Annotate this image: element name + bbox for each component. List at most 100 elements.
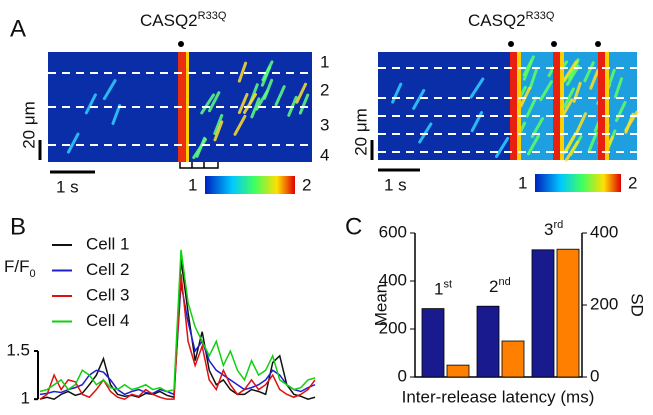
colorbar-label: 1: [518, 173, 527, 192]
bar: [421, 308, 445, 378]
heatmap-streak: [539, 80, 554, 102]
heatmap-streak: [237, 93, 249, 115]
trace: [39, 249, 316, 393]
colorbar-label: 2: [628, 173, 637, 192]
y-tick-label: 1: [21, 389, 30, 408]
heatmap-streak: [213, 113, 224, 135]
heatmap-streak: [84, 93, 97, 115]
heatmap-streak: [243, 92, 258, 114]
heatmap-streak: [233, 114, 247, 136]
heatmap-streak: [575, 112, 588, 134]
y2-tick-label: 0: [590, 366, 599, 385]
trace: [39, 273, 316, 400]
latency-bracket: [179, 162, 219, 169]
line-label: 4: [320, 145, 329, 164]
category-label: 1st: [434, 279, 452, 300]
colorbar-label: 2: [302, 175, 311, 194]
heatmap-streak: [563, 132, 577, 154]
heatmap-streak: [562, 60, 578, 82]
stim-dot: [595, 41, 601, 47]
y-tick-label: 600: [379, 222, 407, 241]
stim-dot: [551, 41, 557, 47]
heatmap-streak: [391, 82, 403, 104]
heatmap-streak: [624, 112, 635, 134]
heatmap-streak: [213, 120, 224, 142]
category-label-text: 2: [489, 278, 498, 297]
scale-label: 1 s: [384, 175, 407, 194]
stim-dot: [508, 41, 514, 47]
release-band: [186, 52, 189, 162]
heatmap-streak: [208, 91, 221, 113]
heatmap-streak: [495, 136, 510, 158]
release-band: [598, 52, 605, 160]
colorbar-label: 1: [188, 175, 197, 194]
heatmap-streak: [250, 97, 261, 119]
heatmap-streak: [111, 103, 122, 125]
heatmap-streak: [564, 140, 580, 162]
y-axis-label: Mean: [371, 284, 390, 327]
y-axis-label-sub: 0: [30, 268, 36, 280]
heatmap-streak: [528, 68, 538, 90]
heatmap-streak: [237, 61, 248, 83]
heatmap-streak: [587, 131, 598, 153]
x-axis-label: Inter-release latency (ms): [402, 387, 595, 406]
heatmap-streak: [614, 101, 627, 123]
release-band: [560, 52, 564, 160]
legend-label: Cell 3: [86, 285, 129, 304]
category-label-text: 3: [544, 221, 553, 240]
heatmap-streak: [66, 132, 80, 154]
heatmap-streak: [583, 61, 595, 83]
panel-label: A: [10, 15, 26, 42]
linescan-images: [48, 52, 639, 162]
bar: [476, 305, 500, 378]
y2-tick-label: 400: [590, 222, 618, 241]
colorbar: [205, 176, 295, 194]
line-label: 1: [320, 52, 329, 71]
panel-title: CASQ2R33Q: [140, 10, 227, 31]
heatmap-streak: [200, 93, 216, 115]
line-label: 3: [320, 115, 329, 134]
heatmap-streak: [562, 87, 575, 109]
bar: [501, 340, 525, 378]
scale-label: 20 μm: [351, 108, 370, 156]
y-tick-label: 200: [379, 318, 407, 337]
legend-label: Cell 4: [86, 311, 129, 330]
heatmap-streak: [526, 134, 540, 156]
line-markers: [48, 67, 637, 153]
category-label-sup: rd: [553, 219, 563, 231]
scale-label: 20 μm: [19, 101, 38, 149]
release-band: [553, 52, 560, 160]
y-tick-label: 0: [398, 366, 407, 385]
y-tick-label: 400: [379, 270, 407, 289]
release-band: [605, 52, 609, 160]
scale-label: 1 s: [56, 177, 79, 196]
legend-label: Cell 2: [86, 260, 129, 279]
legend-label: Cell 1: [86, 234, 129, 253]
heatmap-streak: [274, 85, 286, 107]
release-band: [510, 52, 517, 160]
category-label: 3rd: [544, 219, 563, 240]
category-label: 2nd: [489, 276, 511, 297]
heatmap-streak: [418, 122, 433, 144]
y2-tick-label: 200: [590, 294, 618, 313]
heatmap-streak: [195, 136, 207, 158]
colorbar: [535, 174, 621, 192]
heatmap-streak: [589, 68, 600, 90]
y-axis-label: F/F0: [4, 257, 36, 279]
bar: [531, 249, 555, 378]
heatmap-streak: [522, 59, 533, 81]
panel-label: B: [10, 213, 26, 240]
heatmap-streak: [613, 77, 624, 99]
heatmap-streak: [525, 96, 538, 118]
heatmap-streak: [412, 88, 426, 110]
category-label-sup: st: [443, 279, 452, 291]
heatmap-streak: [295, 82, 308, 104]
y-axis-label-text: F/F: [4, 257, 30, 276]
heatmap-streak: [469, 77, 485, 99]
y2-axis-label: SD: [628, 293, 647, 317]
bar: [446, 364, 470, 378]
line-label: 2: [320, 80, 329, 99]
heatmap-streak: [260, 65, 272, 87]
bar: [556, 248, 580, 378]
